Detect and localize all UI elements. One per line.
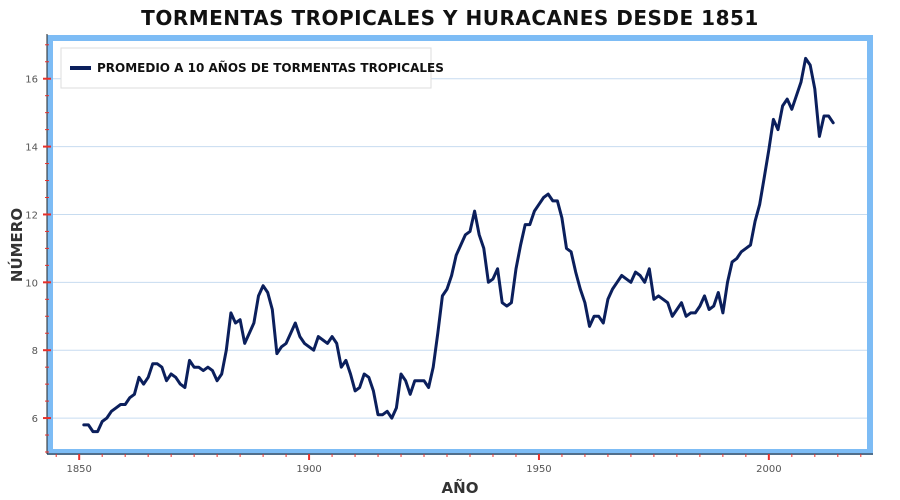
- legend-box: [60, 47, 432, 89]
- y-axis-title: NÚMERO: [7, 208, 26, 282]
- legend-label: PROMEDIO A 10 AÑOS DE TORMENTAS TROPICAL…: [97, 60, 444, 75]
- x-axis-ticks: 1850 1900 1950 2000: [55, 454, 862, 475]
- y-tick-label-12: 12: [25, 210, 38, 221]
- gridlines: [47, 78, 870, 419]
- y-tick-label-8: 8: [32, 346, 38, 357]
- y-tick-label-10: 10: [25, 278, 38, 289]
- series-line-tropical-storms: [82, 56, 835, 434]
- y-tick-label-16: 16: [25, 75, 38, 86]
- y-axis-ticks: 6 8 10 12 14 16: [25, 44, 51, 453]
- x-tick-label-1900: 1900: [296, 464, 321, 475]
- plot-frame: [47, 35, 873, 455]
- x-tick-label-1950: 1950: [526, 464, 551, 475]
- chart-title: TORMENTAS TROPICALES Y HURACANES DESDE 1…: [141, 6, 759, 30]
- x-tick-label-1850: 1850: [66, 464, 91, 475]
- y-tick-label-14: 14: [25, 143, 38, 154]
- legend: PROMEDIO A 10 AÑOS DE TORMENTAS TROPICAL…: [60, 47, 444, 89]
- y-tick-label-6: 6: [32, 414, 38, 425]
- x-axis-title: AÑO: [442, 478, 479, 497]
- x-tick-label-2000: 2000: [756, 464, 781, 475]
